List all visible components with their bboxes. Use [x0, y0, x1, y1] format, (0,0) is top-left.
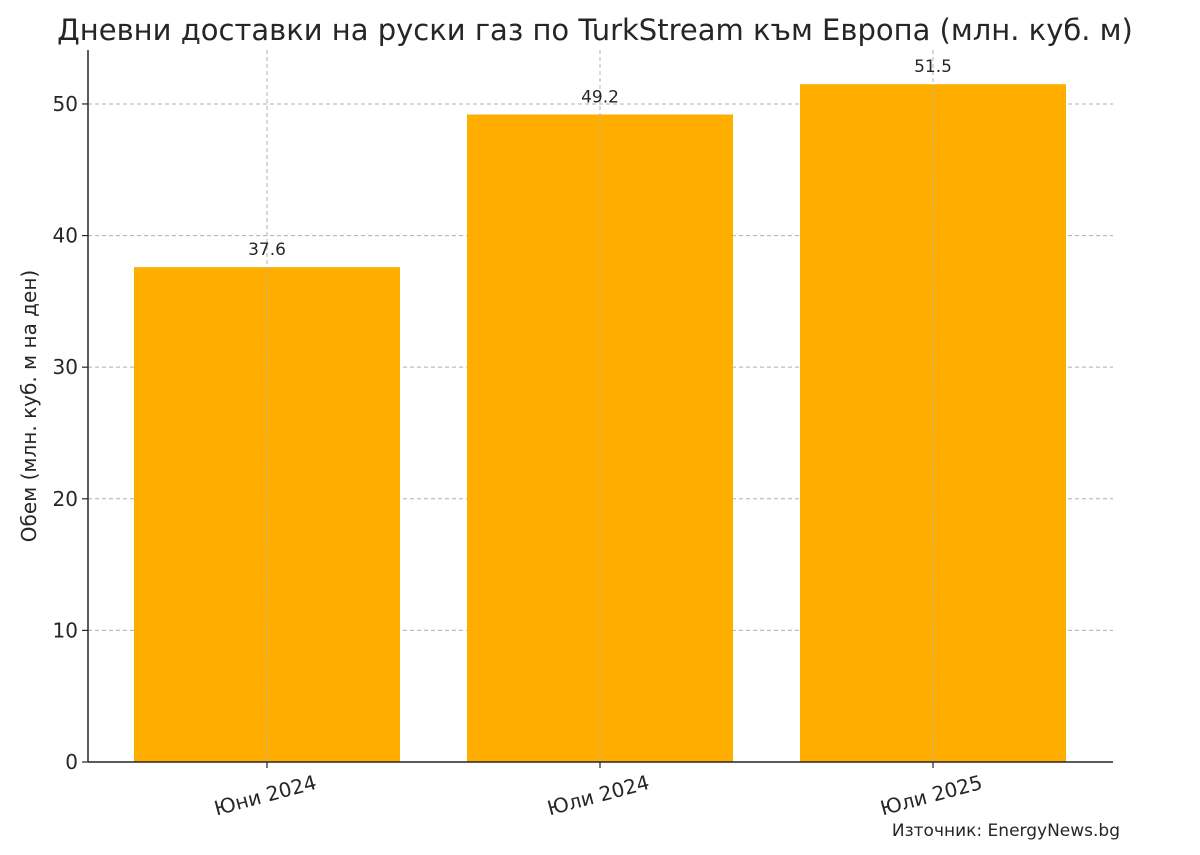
y-axis-label: Обем (млн. куб. м на ден) [17, 270, 41, 542]
y-ticks: 0 10 20 30 40 50 [53, 92, 88, 774]
x-tick-label: Юли 2024 [545, 770, 652, 820]
x-ticks: Юни 2024 Юли 2024 Юли 2025 [211, 762, 985, 820]
y-tick-label: 30 [53, 355, 78, 379]
bar-value-label: 49.2 [581, 87, 619, 107]
y-tick-label: 40 [53, 224, 78, 248]
y-tick-label: 20 [53, 487, 78, 511]
chart-title: Дневни доставки на руски газ по TurkStre… [57, 13, 1133, 47]
y-tick-label: 50 [53, 92, 78, 116]
y-tick-label: 10 [53, 618, 78, 642]
bar-value-label: 37.6 [248, 240, 286, 260]
bar-value-label: 51.5 [914, 57, 952, 77]
value-labels: 37.6 49.2 51.5 [248, 57, 952, 260]
x-tick-label: Юли 2025 [878, 770, 985, 820]
source-note: Източник: EnergyNews.bg [892, 821, 1120, 841]
x-tick-label: Юни 2024 [211, 770, 319, 820]
y-tick-label: 0 [65, 750, 78, 774]
